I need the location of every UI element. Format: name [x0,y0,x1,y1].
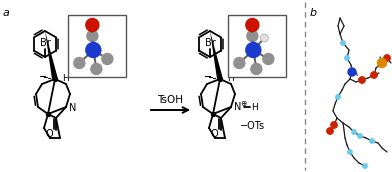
Text: O: O [45,129,53,139]
Text: TsOH: TsOH [158,95,183,105]
Circle shape [246,42,261,57]
Circle shape [91,63,102,74]
Circle shape [336,95,340,99]
Text: Br: Br [40,38,51,48]
Circle shape [371,72,377,78]
Text: H: H [251,103,258,111]
Circle shape [379,60,385,66]
Circle shape [234,57,245,68]
Text: b: b [310,8,317,18]
Text: H: H [62,73,69,83]
Circle shape [260,34,269,42]
Circle shape [86,42,101,57]
Text: a: a [3,8,10,18]
Text: N: N [69,103,76,113]
Circle shape [263,53,274,64]
Polygon shape [210,31,223,79]
Text: −OTs: −OTs [240,121,265,131]
Circle shape [247,30,258,41]
Circle shape [363,164,367,168]
Circle shape [331,122,337,128]
Bar [228,15,286,77]
Circle shape [348,150,352,154]
Text: ⊕: ⊕ [240,99,247,108]
Polygon shape [45,31,58,79]
Circle shape [87,30,98,41]
Circle shape [377,58,387,67]
Bar [68,15,126,77]
Circle shape [345,56,349,60]
Circle shape [359,77,365,83]
Text: O: O [210,129,218,139]
Circle shape [74,57,85,68]
Circle shape [348,68,356,76]
Text: Br: Br [205,38,215,48]
Circle shape [251,63,262,74]
Circle shape [384,55,390,61]
Circle shape [246,19,259,31]
Circle shape [352,130,356,134]
Circle shape [102,53,113,64]
Circle shape [358,134,362,138]
Circle shape [86,19,99,31]
Circle shape [370,139,374,143]
Circle shape [341,41,345,45]
Text: N: N [234,102,241,112]
Text: H: H [227,73,234,83]
Circle shape [327,128,333,134]
